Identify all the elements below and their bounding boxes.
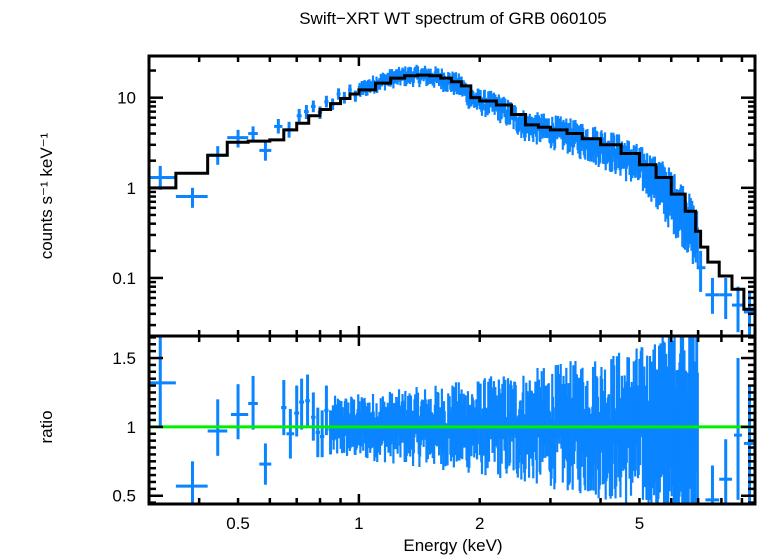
x-tick-label: 5 [635, 514, 644, 533]
ratio-point [149, 336, 176, 427]
ratio-point [311, 392, 316, 441]
data-point [311, 100, 316, 113]
x-tick-label: 2 [475, 514, 484, 533]
ratio-point [305, 374, 310, 426]
ratio-point [719, 439, 732, 504]
spectrum-panel [149, 64, 755, 336]
x-tick-label: 0.5 [226, 514, 250, 533]
data-point [705, 277, 720, 314]
axes-box [147, 54, 757, 506]
data-point [698, 250, 706, 292]
ratio-point [734, 358, 742, 500]
y-axis-label-spectrum: counts s⁻¹ keV⁻¹ [37, 132, 56, 259]
ratio-point [705, 465, 720, 504]
ratio-point [299, 378, 305, 430]
data-point [149, 165, 176, 190]
chart-title: Swift−XRT WT spectrum of GRB 060105 [299, 9, 607, 28]
ratio-point [315, 407, 320, 458]
ratio-point [230, 384, 249, 440]
data-point [324, 95, 329, 108]
data-point [227, 129, 249, 148]
ratio-point [319, 410, 325, 458]
y-tick-label: 1 [127, 179, 136, 198]
model-curve [149, 73, 755, 311]
data-point [259, 142, 272, 161]
ratio-point [175, 461, 208, 504]
y-tick-label: 1.5 [112, 349, 136, 368]
ratio-point [286, 408, 295, 459]
y-tick-label: 0.5 [112, 487, 136, 506]
dense-data-points [357, 64, 699, 270]
dense-ratio-points [331, 336, 699, 504]
plot-frame: 0.5 1 2 5 0.1 1 10 0.5 1 1.5 [112, 54, 757, 533]
ratio-panel [149, 336, 755, 504]
x-axis-label: Energy (keV) [403, 536, 502, 555]
ratio-point [294, 385, 300, 437]
tick-labels: 0.5 1 2 5 0.1 1 10 0.5 1 1.5 [112, 89, 644, 533]
data-point [353, 90, 358, 102]
data-point [731, 286, 744, 333]
ratio-point [259, 443, 272, 485]
ratio-point [248, 375, 258, 430]
data-point [274, 119, 283, 134]
ratio-point [328, 410, 333, 455]
data-point [296, 108, 302, 123]
y-tick-label: 1 [127, 418, 136, 437]
data-point [336, 88, 341, 100]
y-tick-label: 10 [117, 89, 136, 108]
axes [147, 54, 757, 506]
data-point [175, 187, 208, 208]
y-axis-label-ratio: ratio [37, 410, 56, 443]
data-point [304, 104, 309, 120]
ratio-point [743, 385, 755, 503]
x-tick-label: 1 [354, 514, 363, 533]
y-tick-label: 0.1 [112, 269, 136, 288]
data-point [719, 277, 732, 320]
